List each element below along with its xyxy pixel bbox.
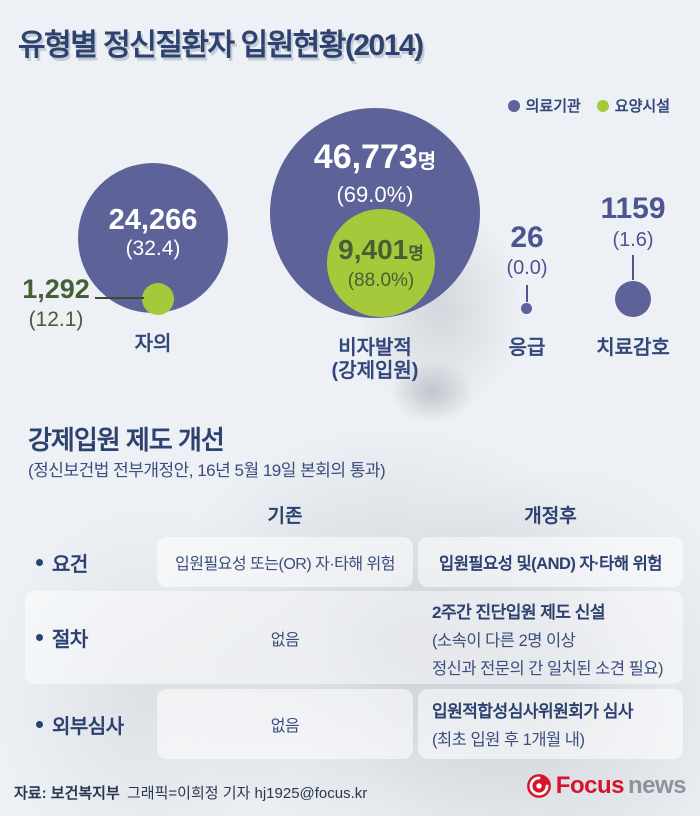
emergency-value: 26 [510,221,544,254]
graphic-credit: 그래픽=이희정 기자 hj1925@focus.kr [127,785,368,802]
bubble-emergency [521,303,532,314]
cell-procedure-after-sub1: (소속이 다른 2명 이상 [432,632,576,650]
legend-item-care: 요양시설 [596,95,670,116]
voluntary-care-pct: (12.1) [28,308,84,331]
involuntary-care-unit: 명 [408,243,424,263]
column-header-before: 기존 [267,506,303,527]
bullet-icon [36,558,43,566]
involuntary-medical-value: 46,773명 [314,138,436,181]
custody-value: 1159 [600,192,666,225]
custody-pct: (1.6) [612,229,654,251]
voluntary-medical-value: 24,266 [108,204,198,236]
medical-dot-icon [507,99,520,112]
voluntary-medical-pct: (32.4) [125,237,181,260]
row-label-external-review-text: 외부심사 [52,715,124,738]
legend: 의료기관 요양시설 [507,95,670,116]
column-header-after: 개정후 [524,506,577,527]
page-title: 유형별 정신질환자 입원현황(2014) [18,29,424,62]
logo-text-news: news [627,772,687,799]
bullet-icon [36,634,43,641]
row-label-requirement-text: 요건 [52,553,88,576]
row-band-procedure [25,591,683,684]
section-heading: 강제입원 제도 개선 [28,425,225,455]
cell-procedure-after-sub2: 정신과 전문의 간 일치된 소견 필요) [432,660,663,678]
source-credit: 자료: 보건복지부 [14,785,120,802]
cell-requirement-after-text: 입원필요성 및(AND) 자·타해 위험 [439,555,662,573]
cell-requirement-after: 입원필요성 및(AND) 자·타해 위험 [418,537,683,587]
category-label-involuntary: 비자발적 [338,337,412,359]
bullet-icon [36,720,43,728]
row-label-requirement: 요건 [36,537,88,587]
cell-procedure-before: 없음 [157,591,413,684]
row-label-procedure: 절차 [36,591,88,684]
bubble-custody [615,281,651,317]
logo-text-focus: Focus [555,772,625,799]
emergency-callout-line [526,285,528,302]
involuntary-care-value: 9,401명 [338,234,424,269]
legend-item-medical: 의료기관 [507,95,581,116]
cell-procedure-before-text: 없음 [270,631,300,649]
cell-external-review-before-text: 없음 [270,718,300,735]
category-label-voluntary: 자의 [134,333,172,355]
row-label-external-review: 외부심사 [36,689,124,759]
bubble-involuntary-care: 9,401명 (88.0%) [327,209,435,317]
custody-callout-line [632,255,634,280]
cell-requirement-before-text: 입원필요성 또는(OR) 자·타해 위험 [175,556,395,573]
cell-external-review-before: 없음 [157,689,413,759]
voluntary-care-callout-line [95,297,144,299]
cell-requirement-before: 입원필요성 또는(OR) 자·타해 위험 [157,537,413,587]
bubble-voluntary-care [142,283,174,315]
cell-external-review-after-text: 입원적합성심사위원회가 심사 (최초 입원 후 1개월 내) [432,698,634,754]
category-label-emergency: 응급 [508,337,546,359]
emergency-pct: (0.0) [506,257,548,279]
focusnews-logo: Focus news [526,772,687,800]
cell-external-review-after-main: 입원적합성심사위원회가 심사 [432,702,634,721]
bubble-voluntary-medical: 24,266 (32.4) [78,163,228,313]
row-label-procedure-text: 절차 [52,629,88,651]
category-label-custody: 치료감호 [596,337,670,359]
voluntary-care-value: 1,292 [22,274,90,304]
cell-external-review-after-sub1: (최초 입원 후 1개월 내) [432,731,585,749]
legend-label-medical: 의료기관 [525,98,581,115]
category-label-involuntary-sub: (강제입원) [331,360,419,382]
focusnews-swirl-icon [526,774,551,798]
involuntary-care-pct: (88.0%) [347,269,415,291]
section-subheading: (정신보건법 전부개정안, 16년 5월 19일 본회의 통과) [28,461,386,480]
involuntary-medical-pct: (69.0%) [336,182,414,207]
legend-label-care: 요양시설 [614,98,670,115]
cell-procedure-after: 2주간 진단입원 제도 신설 (소속이 다른 2명 이상 정신과 전문의 간 일… [432,599,663,683]
cell-external-review-after [418,689,683,759]
care-dot-icon [596,99,609,112]
involuntary-medical-unit: 명 [417,151,437,173]
cell-procedure-after-main: 2주간 진단입원 제도 신설 [432,603,606,622]
involuntary-care-number: 9,401 [338,233,409,265]
involuntary-medical-number: 46,773 [313,138,418,176]
